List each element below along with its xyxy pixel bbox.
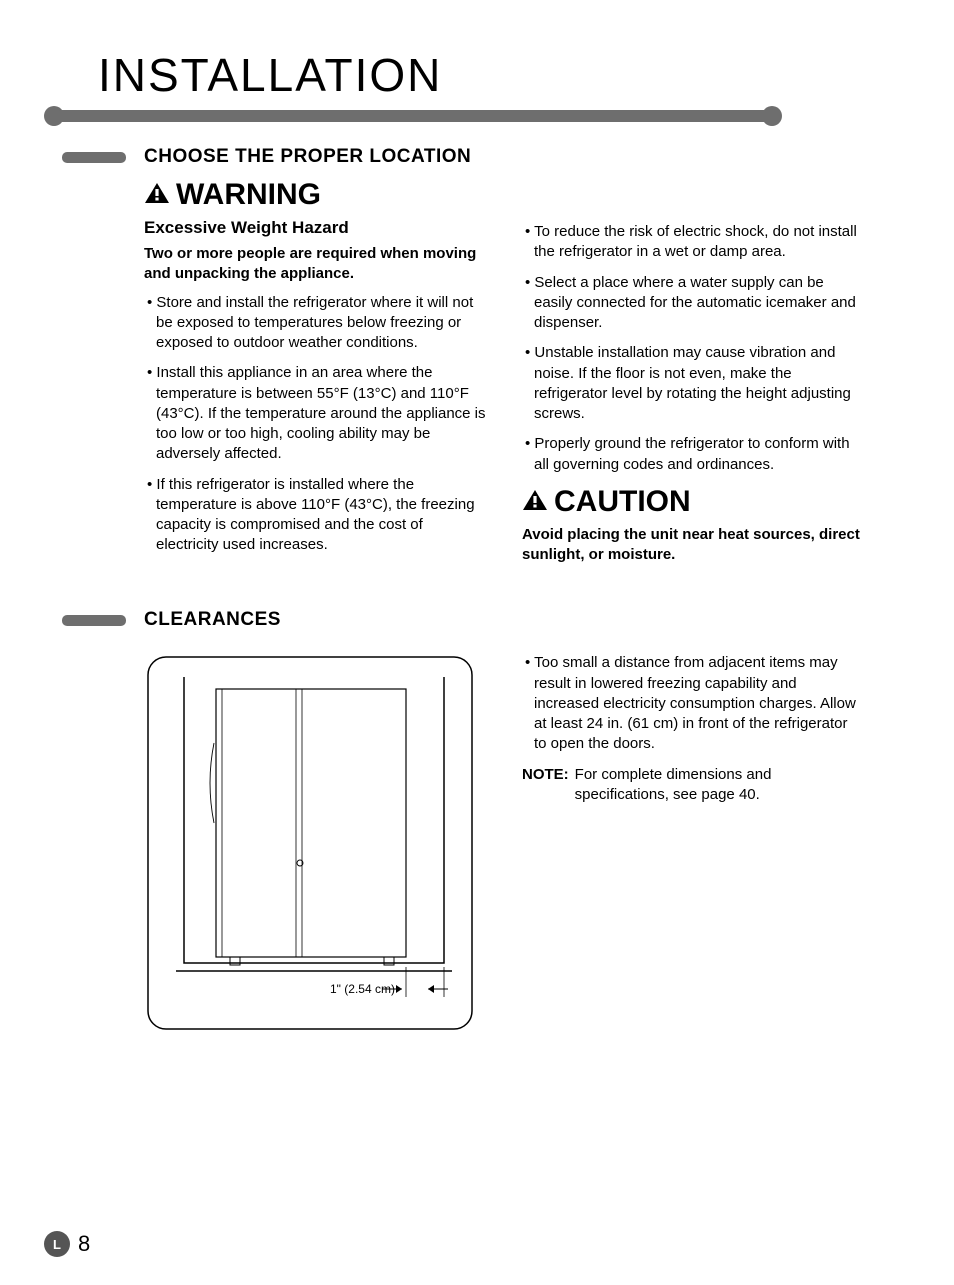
clearances-bullets: Too small a distance from adjacent items… bbox=[522, 653, 864, 754]
page-footer: L 8 bbox=[44, 1231, 90, 1257]
note-text: For complete dimensions and specificatio… bbox=[575, 765, 864, 806]
bullet-item: Too small a distance from adjacent items… bbox=[522, 653, 864, 754]
warning-right-bullets: To reduce the risk of electric shock, do… bbox=[522, 222, 864, 475]
clearances-note: NOTE: For complete dimensions and specif… bbox=[522, 765, 864, 806]
clearances-content: 1" (2.54 cm) Too small a distance from a… bbox=[144, 641, 868, 1038]
bullet-item: Install this appliance in an area where … bbox=[144, 363, 486, 464]
rule-bar bbox=[56, 110, 776, 122]
bullet-item: Unstable installation may cause vibratio… bbox=[522, 343, 864, 424]
page-title: INSTALLATION bbox=[98, 48, 954, 102]
caution-label: CAUTION bbox=[554, 485, 691, 519]
bullet-item: Select a place where a water supply can … bbox=[522, 273, 864, 334]
section-title-location: CHOOSE THE PROPER LOCATION bbox=[144, 146, 471, 168]
warning-label: WARNING bbox=[176, 178, 321, 212]
warning-subhead: Excessive Weight Hazard bbox=[144, 218, 486, 238]
clearances-right-column: Too small a distance from adjacent items… bbox=[522, 641, 864, 1038]
warning-right-column: To reduce the risk of electric shock, do… bbox=[522, 218, 864, 573]
caution-heading: CAUTION bbox=[522, 485, 864, 519]
clearance-diagram: 1" (2.54 cm) bbox=[144, 653, 476, 1033]
title-rule bbox=[44, 110, 776, 122]
section-title-clearances: CLEARANCES bbox=[144, 609, 281, 631]
caution-boldline: Avoid placing the unit near heat sources… bbox=[522, 525, 864, 566]
caution-icon bbox=[522, 489, 548, 511]
warning-icon bbox=[144, 182, 170, 204]
bullet-item: To reduce the risk of electric shock, do… bbox=[522, 222, 864, 263]
bullet-item: If this refrigerator is installed where … bbox=[144, 475, 486, 556]
warning-heading: WARNING bbox=[144, 178, 868, 212]
page-number: 8 bbox=[78, 1231, 90, 1257]
note-label: NOTE: bbox=[522, 765, 569, 806]
location-content: WARNING Excessive Weight Hazard Two or m… bbox=[144, 178, 868, 573]
lg-logo-icon: L bbox=[44, 1231, 70, 1257]
section-pill bbox=[62, 152, 126, 163]
warning-left-column: Excessive Weight Hazard Two or more peop… bbox=[144, 218, 486, 573]
clearance-dim-label: 1" (2.54 cm) bbox=[330, 982, 395, 996]
section-head-clearances: CLEARANCES bbox=[62, 609, 954, 631]
bullet-item: Properly ground the refrigerator to conf… bbox=[522, 434, 864, 475]
warning-left-bullets: Store and install the refrigerator where… bbox=[144, 293, 486, 556]
rule-dot-right bbox=[762, 106, 782, 126]
warning-boldline: Two or more people are required when mov… bbox=[144, 244, 486, 285]
section-head-location: CHOOSE THE PROPER LOCATION bbox=[62, 146, 954, 168]
section-pill bbox=[62, 615, 126, 626]
clearances-left-column: 1" (2.54 cm) bbox=[144, 641, 486, 1038]
bullet-item: Store and install the refrigerator where… bbox=[144, 293, 486, 354]
